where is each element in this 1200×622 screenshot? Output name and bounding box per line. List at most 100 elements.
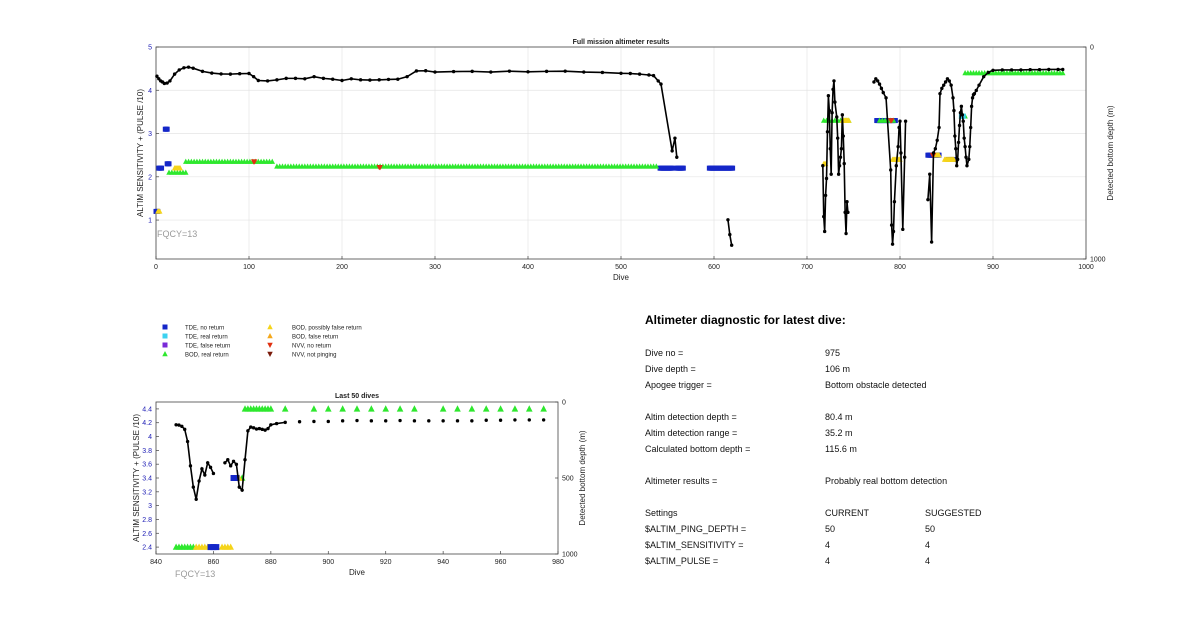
depth-point (203, 473, 207, 477)
depth-point (340, 78, 344, 83)
x-tick-label: 200 (336, 264, 348, 271)
depth-point (484, 418, 488, 422)
bod-real-return-marker (497, 405, 504, 412)
y-tick-label: 5 (148, 45, 152, 52)
depth-point (168, 79, 172, 83)
bod-real-return-marker (368, 405, 375, 412)
depth-point (191, 485, 196, 489)
y-tick-label: 3 (148, 503, 152, 510)
depth-point (823, 193, 828, 198)
depth-point (527, 418, 531, 422)
tde-no-return-marker (730, 165, 736, 171)
depth-point (205, 461, 210, 465)
depth-point (974, 88, 978, 93)
legend-marker (162, 324, 168, 330)
depth-point (926, 197, 930, 202)
depth-point (651, 73, 656, 78)
depth-point (963, 144, 967, 149)
setting-label: $ALTIM_PING_DEPTH = (645, 524, 747, 534)
chart-full-mission: 0 100 200 300 400 500 600 700 800 900 1000 1 2 3 4 5 0 10… (136, 39, 1115, 282)
diag-row-value: 35.2 m (825, 428, 853, 438)
legend: TDE, no return TDE, real return TDE, false… (162, 324, 362, 359)
legend-marker (267, 324, 273, 330)
depth-point (889, 168, 893, 172)
depth-point (968, 125, 973, 130)
depth-point (427, 419, 431, 423)
depth-point (903, 119, 908, 123)
legend-label: BOD, real return (185, 353, 229, 359)
depth-point (188, 464, 193, 468)
depth-point (249, 425, 253, 429)
settings-header-suggested: SUGGESTED (925, 508, 982, 518)
y-tick-label: 4.4 (142, 406, 152, 413)
bod-possibly-false-marker (951, 156, 957, 162)
depth-point (889, 223, 894, 227)
depth-point (256, 78, 260, 83)
x-tick-label: 0 (154, 264, 158, 271)
x-tick-label: 900 (322, 559, 334, 566)
bod-real-return-marker (183, 169, 189, 175)
depth-point (274, 421, 279, 426)
setting-label: $ALTIM_PULSE = (645, 556, 719, 566)
bod-real-return-marker (339, 405, 346, 412)
depth-point (600, 70, 605, 75)
depth-point (1009, 68, 1014, 72)
depth-point (174, 423, 178, 427)
depth-point (441, 419, 445, 423)
depth-point (234, 462, 239, 467)
bod-real-return-marker (353, 405, 361, 412)
depth-point (830, 111, 834, 115)
bod-real-return-marker (540, 405, 547, 412)
last-plot-frame (155, 401, 559, 555)
bod-real-return-marker (454, 405, 461, 412)
settings-header-current: CURRENT (825, 508, 869, 518)
last-y2-axis-label: Detected bottom depth (m) (578, 430, 587, 525)
depth-point (827, 108, 832, 113)
setting-label: $ALTIM_SENSITIVITY = (645, 540, 744, 550)
x-tick-label: 880 (265, 559, 277, 566)
depth-point (513, 418, 517, 422)
x-tick-label: 940 (437, 559, 449, 566)
setting-current: 50 (825, 524, 836, 534)
y2-tick-label: 0 (562, 400, 566, 407)
depth-point (398, 418, 402, 423)
bod-real-return-marker (525, 405, 533, 412)
setting-suggested: 4 (925, 556, 931, 566)
x-tick-label: 600 (708, 264, 720, 271)
x-tick-label: 860 (208, 559, 220, 566)
y2-tick-label: 1000 (562, 552, 578, 559)
legend-marker (267, 342, 273, 348)
x-tick-label: 300 (429, 264, 441, 271)
bod-real-return-marker (382, 405, 390, 412)
y-tick-label: 3 (148, 131, 152, 138)
depth-point (1056, 67, 1060, 72)
y-tick-label: 2.6 (142, 531, 152, 538)
depth-point (433, 70, 437, 74)
depth-point (841, 134, 845, 138)
depth-point (211, 471, 216, 476)
legend-label: NVV, no return (292, 344, 331, 350)
depth-point (284, 76, 288, 81)
depth-point (647, 73, 651, 77)
bod-real-return-marker (653, 163, 660, 169)
depth-point (894, 164, 898, 168)
depth-point (872, 80, 876, 84)
nvv-no-return-marker (377, 165, 383, 171)
depth-point (191, 66, 195, 70)
depth-point (200, 69, 205, 74)
depth-point (1019, 68, 1023, 72)
depth-point (455, 419, 460, 423)
setting-current: 4 (825, 540, 831, 550)
depth-point (675, 155, 679, 159)
depth-point (982, 74, 986, 79)
y-tick-label: 4.2 (142, 420, 152, 427)
last-chart-title: Last 50 dives (335, 393, 379, 400)
depth-point (879, 86, 884, 91)
depth-point (162, 81, 167, 86)
depth-trace-line (156, 66, 678, 158)
depth-point (1061, 67, 1065, 72)
depth-point (951, 96, 955, 100)
bod-real-return-marker (482, 405, 490, 412)
y-tick-label: 3.6 (142, 462, 152, 469)
depth-point (839, 147, 844, 151)
